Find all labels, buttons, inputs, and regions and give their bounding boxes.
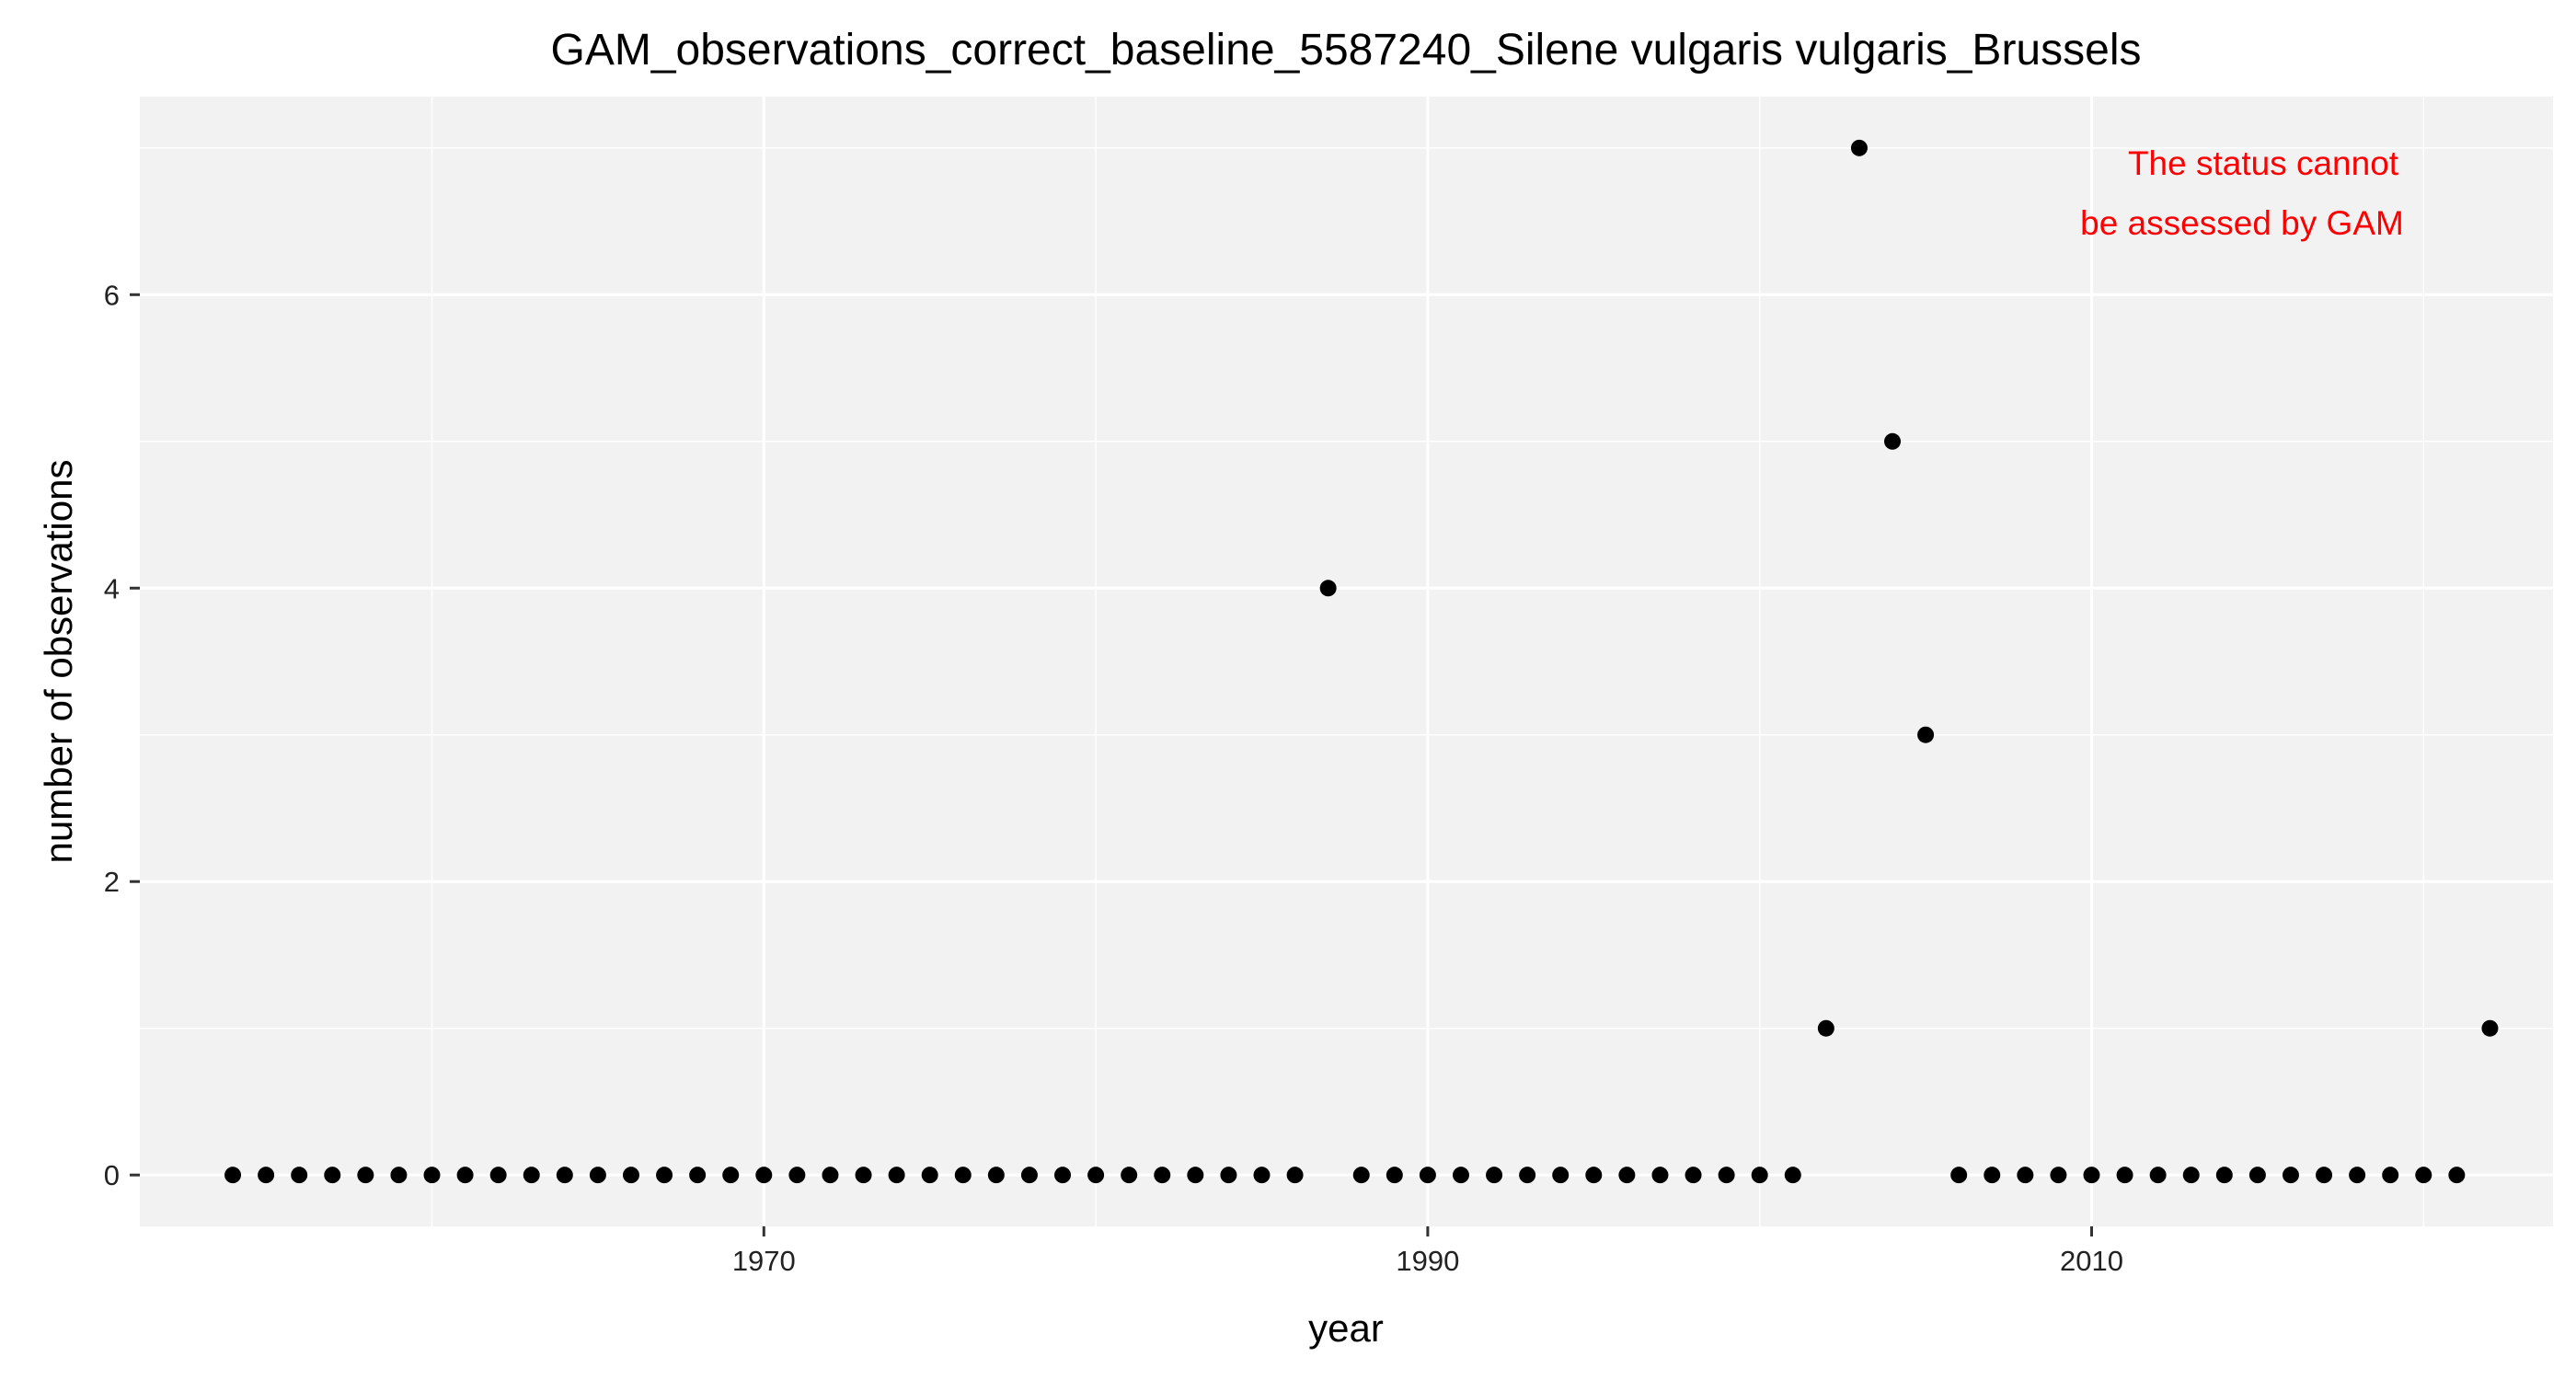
data-point — [2149, 1167, 2167, 1184]
data-point — [1618, 1167, 1636, 1184]
data-point — [822, 1167, 839, 1184]
y-tick-label: 6 — [104, 279, 120, 311]
data-point — [888, 1167, 905, 1184]
data-point — [1020, 1167, 1038, 1184]
data-point — [788, 1167, 806, 1184]
data-point — [589, 1167, 606, 1184]
data-point — [1319, 580, 1337, 597]
data-point — [357, 1167, 374, 1184]
data-point — [755, 1167, 773, 1184]
data-point — [224, 1167, 242, 1184]
data-point — [2215, 1167, 2233, 1184]
data-point — [1286, 1167, 1304, 1184]
chart-title: GAM_observations_correct_baseline_558724… — [551, 26, 2142, 75]
plot-panel — [140, 97, 2553, 1226]
data-point — [1220, 1167, 1237, 1184]
data-point — [258, 1167, 275, 1184]
data-point — [2282, 1167, 2299, 1184]
data-point — [2248, 1167, 2266, 1184]
y-tick-label: 2 — [104, 866, 120, 898]
data-point — [390, 1167, 408, 1184]
data-point — [2448, 1167, 2466, 1184]
data-point — [423, 1167, 441, 1184]
data-point — [1452, 1167, 1469, 1184]
data-point — [1784, 1167, 1801, 1184]
data-point — [855, 1167, 872, 1184]
data-point — [1154, 1167, 1171, 1184]
status-annotation-line-1: The status cannot — [2128, 144, 2399, 182]
y-tick-label: 0 — [104, 1159, 120, 1191]
data-point — [1685, 1167, 1702, 1184]
data-point — [2415, 1167, 2432, 1184]
x-tick-label: 1990 — [1396, 1245, 1459, 1277]
data-point — [1519, 1167, 1536, 1184]
data-point — [2349, 1167, 2366, 1184]
data-point — [1884, 432, 1902, 450]
x-tick-label: 2010 — [2060, 1245, 2123, 1277]
status-annotation-line-2: be assessed by GAM — [2080, 204, 2404, 242]
data-point — [2116, 1167, 2133, 1184]
data-point — [1950, 1167, 1968, 1184]
data-point — [987, 1167, 1005, 1184]
data-point — [1917, 726, 1935, 743]
data-point — [2050, 1167, 2067, 1184]
data-point — [1419, 1167, 1436, 1184]
data-point — [1087, 1167, 1105, 1184]
y-axis-title: number of observations — [37, 460, 80, 864]
data-point — [523, 1167, 540, 1184]
data-point — [1651, 1167, 1669, 1184]
data-point — [2017, 1167, 2034, 1184]
data-point — [622, 1167, 639, 1184]
data-point — [1352, 1167, 1370, 1184]
data-point — [954, 1167, 972, 1184]
data-point — [1486, 1167, 1503, 1184]
data-point — [656, 1167, 673, 1184]
data-point — [1585, 1167, 1603, 1184]
data-point — [689, 1167, 707, 1184]
data-point — [456, 1167, 474, 1184]
data-point — [556, 1167, 573, 1184]
data-point — [324, 1167, 341, 1184]
data-point — [1984, 1167, 2001, 1184]
tick-labels: 1970 1990 2010 0 2 4 6 — [104, 279, 2123, 1277]
x-tick-label: 1970 — [732, 1245, 796, 1277]
axis-ticks — [130, 293, 2093, 1236]
data-point — [1751, 1167, 1768, 1184]
data-point — [1054, 1167, 1072, 1184]
data-point — [1187, 1167, 1204, 1184]
data-point — [291, 1167, 308, 1184]
data-point — [722, 1167, 740, 1184]
data-point — [1121, 1167, 1138, 1184]
x-axis-title: year — [1308, 1306, 1384, 1350]
data-point — [1718, 1167, 1735, 1184]
data-point — [1552, 1167, 1570, 1184]
data-point — [2316, 1167, 2333, 1184]
data-point — [1817, 1019, 1834, 1037]
data-point — [2481, 1019, 2499, 1037]
data-point — [1386, 1167, 1403, 1184]
minor-gridlines — [140, 97, 2553, 1226]
data-point — [489, 1167, 507, 1184]
data-point — [1253, 1167, 1271, 1184]
data-point — [1850, 139, 1868, 156]
data-point — [2083, 1167, 2100, 1184]
y-tick-label: 4 — [104, 572, 120, 604]
data-point — [921, 1167, 938, 1184]
data-point — [2382, 1167, 2399, 1184]
data-points — [224, 139, 2499, 1184]
data-point — [2182, 1167, 2200, 1184]
